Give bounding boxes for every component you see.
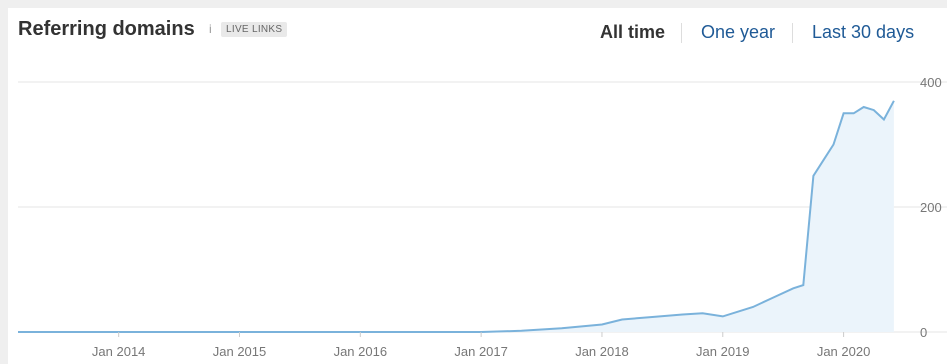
live-links-badge: LIVE LINKS	[221, 22, 288, 37]
info-icon[interactable]: i	[209, 22, 212, 36]
x-tick-label: Jan 2016	[334, 344, 388, 359]
x-tick-label: Jan 2017	[454, 344, 508, 359]
y-tick-label: 0	[920, 325, 927, 340]
series-line	[18, 100, 895, 333]
x-tick-label: Jan 2018	[575, 344, 629, 359]
tab-one-year[interactable]: One year	[701, 22, 776, 42]
referring-domains-chart: Jan 2014 Jan 2015 Jan 2016 Jan 2017 Jan 2018…	[18, 75, 947, 359]
series-area	[18, 100, 894, 332]
x-tick-label: Jan 2020	[817, 344, 871, 359]
y-tick-label: 200	[920, 200, 942, 215]
referring-domains-panel: Referring domains i LIVE LINKS All time …	[8, 8, 947, 364]
tab-divider	[681, 23, 682, 43]
tab-last-30-days[interactable]: Last 30 days	[812, 22, 915, 42]
chart-title: Referring domains	[18, 18, 195, 40]
y-tick-label: 400	[920, 75, 942, 90]
chart-header: Referring domains i LIVE LINKS All time …	[8, 8, 947, 54]
x-tick-label: Jan 2014	[92, 344, 146, 359]
tab-all-time[interactable]: All time	[600, 22, 666, 42]
x-tick-label: Jan 2015	[213, 344, 267, 359]
tab-divider	[792, 23, 793, 43]
x-tick-label: Jan 2019	[696, 344, 750, 359]
